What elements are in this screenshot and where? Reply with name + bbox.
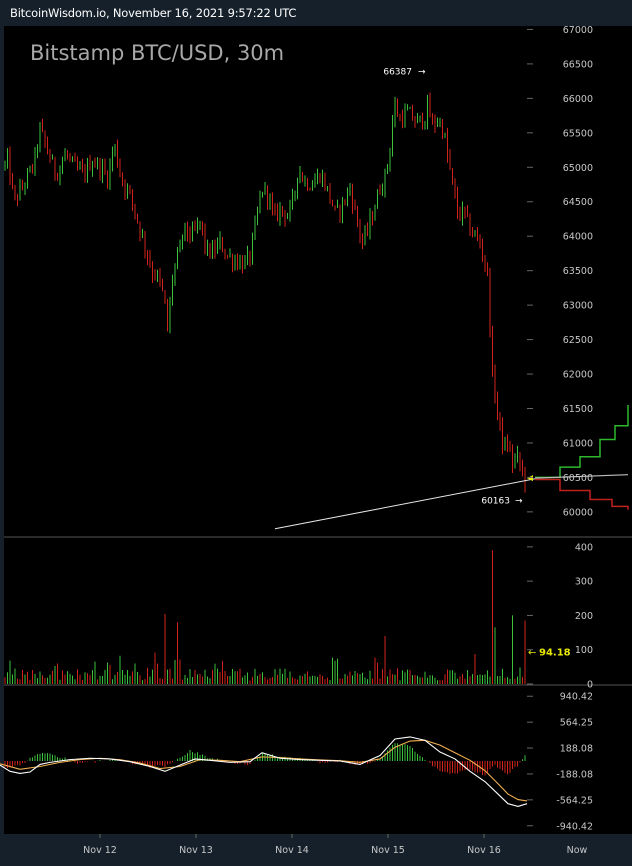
macd-axis-tick-label: -564.25 [556,795,593,806]
price-axis-tick-label: 60500 [563,473,593,484]
low-marker-arrow: → [515,497,523,507]
macd-axis-tick-label: -188.08 [556,769,593,780]
volume-axis-tick-label: 400 [575,542,593,553]
depth-mid-line [534,474,629,479]
header-bar: BitcoinWisdom.io, November 16, 2021 9:57… [0,0,632,26]
volume-panel: ← [4,550,536,684]
x-tick-label: Nov 12 [83,845,117,856]
volume-axis-tick-label: 0 [587,680,593,691]
volume-axis-tick-label: 200 [575,611,593,622]
high-marker-label: 66387 [383,68,412,78]
price-axis-tick-label: 67000 [563,26,593,36]
current-price-marker [527,475,533,482]
header-title: BitcoinWisdom.io, November 16, 2021 9:57… [10,6,297,20]
low-marker-label: 60163 [481,497,510,507]
macd-axis-tick-label: -940.42 [556,821,593,832]
price-axis-tick-label: 62500 [563,335,593,346]
depth-bid-line [535,405,629,479]
price-axis-tick-label: 62000 [563,370,593,381]
price-axis-tick-label: 61500 [563,404,593,415]
x-tick-label: Now [567,845,588,856]
price-axis-tick-label: 60000 [563,507,593,518]
price-axis-tick-label: 66000 [563,94,593,105]
price-axis-tick-label: 65000 [563,163,593,174]
price-axis-tick-label: 63500 [563,266,593,277]
price-axis-tick-label: 63000 [563,301,593,312]
macd-axis-tick-label: 564.25 [560,718,593,729]
macd-panel [0,736,528,808]
current-volume-label: 94.18 [539,648,571,659]
macd-axis-tick-label: 940.42 [560,692,593,703]
volume-axis-tick-label: 100 [575,645,593,656]
price-axis-tick-label: 64000 [563,232,593,243]
price-axis-tick-label: 65500 [563,128,593,139]
trend-line [274,478,536,530]
axes: 67000 66500 66000 65500 65000 64500 64000 63500… [4,25,632,856]
depth-ask-line [535,478,629,510]
price-axis-tick-label: 66500 [563,59,593,70]
x-tick-label: Nov 15 [371,845,405,856]
x-tick-label: Nov 16 [467,845,501,856]
volume-axis-tick-label: 300 [575,577,593,588]
macd-line [0,736,528,808]
price-panel: →→ [4,68,629,530]
x-tick-label: Nov 14 [275,845,309,856]
chart-title: Bitstamp BTC/USD, 30m [30,41,284,65]
macd-axis-tick-label: 188.08 [560,744,593,755]
chart-background [4,26,632,834]
price-axis-tick-label: 61000 [563,438,593,449]
price-axis-tick-label: 64500 [563,197,593,208]
chart-svg: Bitstamp BTC/USD, 30m →→ ← 6700066500660… [0,25,632,856]
high-marker-arrow: → [418,68,426,78]
chart-container: Bitstamp BTC/USD, 30m → → ← 67000 66500 660… [0,25,632,862]
x-tick-label: Nov 13 [179,845,213,856]
current-volume-arrow: ← [528,648,536,659]
